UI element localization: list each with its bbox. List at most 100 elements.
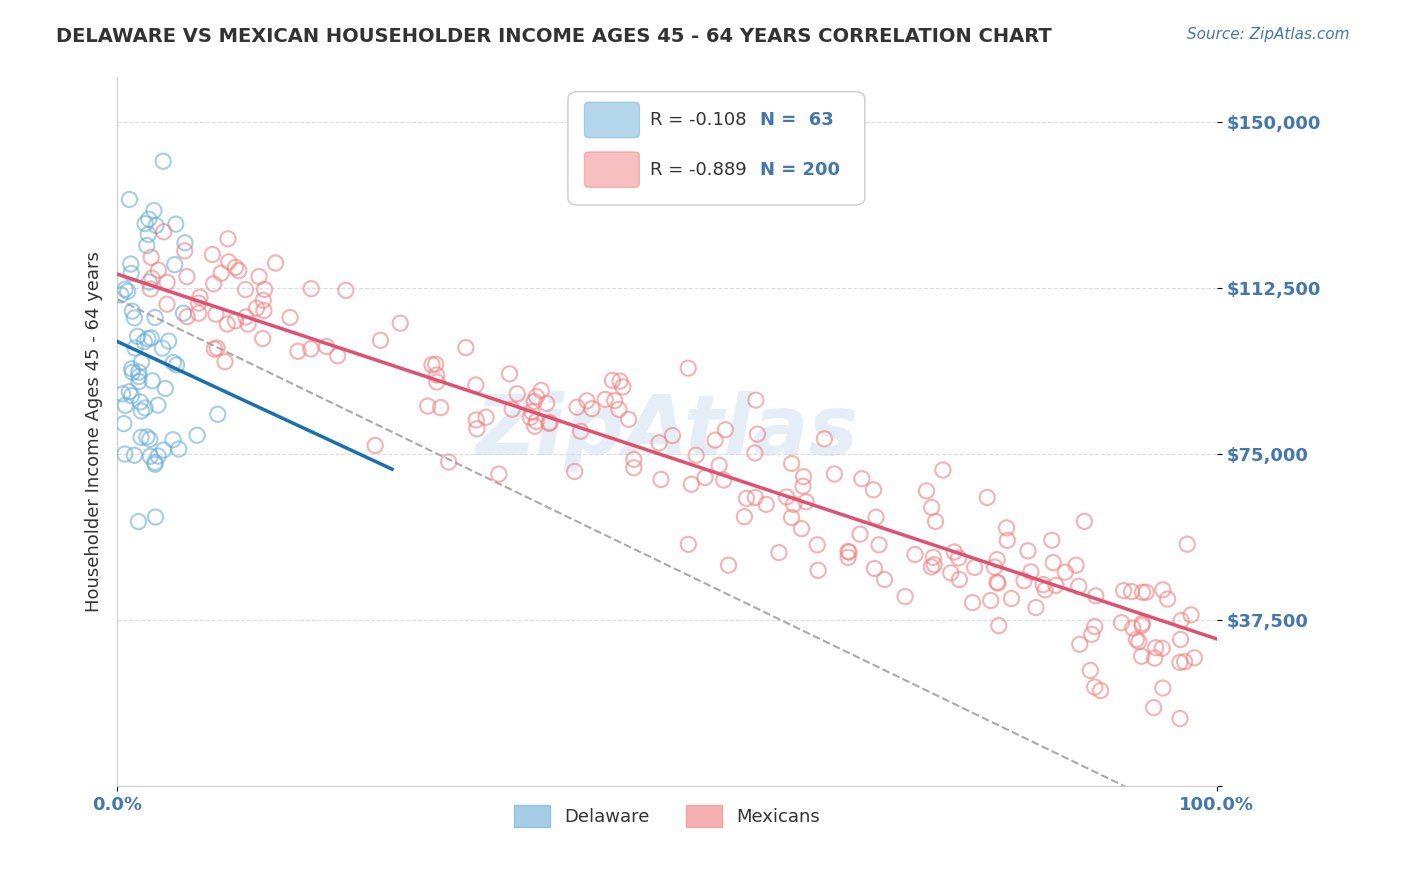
Mexicans [202,342,225,356]
Delaware [167,442,190,456]
Mexicans [1012,574,1035,588]
Mexicans [253,282,276,296]
Mexicans [247,269,270,284]
Mexicans [426,368,449,382]
Mexicans [1032,577,1054,591]
Delaware [135,238,157,252]
Delaware [166,358,188,372]
FancyBboxPatch shape [585,103,640,137]
Delaware [138,275,160,289]
Mexicans [538,416,561,430]
Delaware [136,332,159,346]
Mexicans [1168,712,1191,726]
Mexicans [506,386,529,401]
Mexicans [1078,664,1101,678]
Mexicans [987,618,1010,632]
Mexicans [537,417,560,431]
Mexicans [1084,619,1107,633]
Mexicans [235,283,257,297]
Mexicans [838,545,860,559]
Mexicans [253,303,276,318]
Mexicans [564,465,586,479]
Mexicans [849,527,872,541]
Mexicans [420,358,443,372]
Delaware [146,398,169,412]
Mexicans [1135,585,1157,599]
Mexicans [747,427,769,442]
Mexicans [429,401,451,415]
Mexicans [755,497,778,511]
Mexicans [370,333,392,347]
Mexicans [264,256,287,270]
Mexicans [1073,515,1095,529]
Mexicans [714,423,737,437]
Mexicans [1121,584,1143,599]
Mexicans [837,544,859,558]
Mexicans [1152,582,1174,597]
Mexicans [704,433,727,447]
Delaware [143,455,166,469]
Text: ZipAtlas: ZipAtlas [475,392,859,473]
Mexicans [603,393,626,408]
Mexicans [1081,627,1104,641]
Mexicans [187,296,209,310]
Mexicans [1125,632,1147,647]
Delaware [120,266,142,280]
Mexicans [465,422,488,436]
Mexicans [1130,616,1153,631]
Mexicans [1174,655,1197,669]
Delaware [124,341,146,355]
Mexicans [475,410,498,425]
Mexicans [823,467,845,481]
Mexicans [364,438,387,452]
Mexicans [1168,656,1191,670]
Delaware [128,375,150,389]
Mexicans [245,301,267,316]
Mexicans [1170,614,1192,628]
Mexicans [581,401,603,416]
Delaware [129,404,152,418]
Mexicans [676,361,699,376]
Mexicans [501,402,523,417]
Mexicans [932,463,955,477]
Mexicans [768,546,790,560]
Mexicans [1128,634,1150,648]
Mexicans [218,254,240,268]
Mexicans [894,590,917,604]
Mexicans [173,244,195,258]
Mexicans [948,550,970,565]
Y-axis label: Householder Income Ages 45 - 64 years: Householder Income Ages 45 - 64 years [86,252,103,613]
Mexicans [201,247,224,261]
Mexicans [924,515,946,529]
Mexicans [437,455,460,469]
Mexicans [617,412,640,426]
Delaware [134,401,156,415]
Delaware [186,428,208,442]
Delaware [136,227,159,242]
Mexicans [948,573,970,587]
Delaware [141,374,163,388]
Delaware [131,355,153,369]
Text: Source: ZipAtlas.com: Source: ZipAtlas.com [1187,27,1350,42]
FancyBboxPatch shape [585,152,640,187]
Mexicans [416,399,439,413]
Mexicans [1019,565,1042,579]
Delaware [145,510,167,524]
Mexicans [775,490,797,504]
Delaware [121,365,143,379]
Mexicans [465,413,488,427]
Mexicans [1045,578,1067,592]
Delaware [124,310,146,325]
Delaware [162,433,184,447]
Mexicans [735,491,758,506]
Mexicans [661,428,683,442]
Delaware [118,193,141,207]
Mexicans [1090,683,1112,698]
Mexicans [520,405,543,419]
Mexicans [609,374,631,388]
Delaware [146,449,169,463]
Delaware [139,433,162,447]
Mexicans [188,290,211,304]
Mexicans [1143,651,1166,665]
Mexicans [980,593,1002,607]
